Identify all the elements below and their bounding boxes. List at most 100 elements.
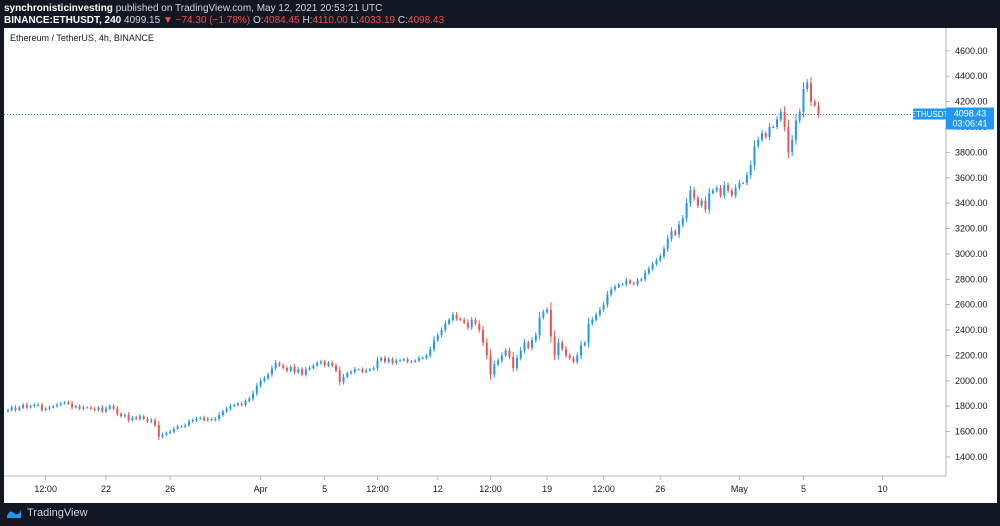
candle-body [617, 284, 620, 287]
candle-body [218, 415, 221, 419]
candle-body [708, 192, 711, 210]
candle-body [308, 368, 311, 370]
candle-body [372, 368, 375, 370]
tradingview-logo[interactable]: TradingView [6, 507, 88, 519]
candle-body [289, 366, 292, 371]
candle-body [429, 349, 432, 356]
candle-body [794, 120, 797, 140]
candle-body [233, 404, 236, 407]
candle-body [406, 359, 409, 362]
y-tick-label: 1800.00 [955, 401, 988, 411]
candle-body [18, 407, 21, 411]
candle-body [25, 404, 28, 408]
x-tick-label: 12:00 [366, 484, 389, 494]
candle-body [56, 404, 59, 407]
candle-body [515, 357, 518, 369]
candle-body [252, 393, 255, 399]
candle-body [606, 294, 609, 305]
candle-body [749, 165, 752, 176]
candle-body [666, 238, 669, 249]
candle-body [263, 378, 266, 381]
candle-body [116, 408, 119, 414]
candle-body [146, 418, 149, 422]
candle-body [776, 119, 779, 127]
candle-body [625, 280, 628, 285]
candle-body [274, 363, 277, 369]
candlestick-chart[interactable]: 4600.004400.004200.004000.003800.003600.… [4, 28, 997, 503]
y-tick-label: 2000.00 [955, 376, 988, 386]
y-tick-label: 4400.00 [955, 71, 988, 81]
candle-body [395, 360, 398, 364]
candle-body [655, 260, 658, 265]
candle-body [82, 407, 85, 409]
candle-body [576, 355, 579, 362]
candle-body [342, 377, 345, 383]
candle-body [172, 429, 175, 432]
candle-body [474, 319, 477, 324]
candle-body [761, 133, 763, 140]
candle-body [89, 407, 92, 409]
countdown-tag: 03:06:41 [952, 118, 987, 128]
candle-body [745, 175, 748, 183]
y-tick-label: 3800.00 [955, 147, 988, 157]
candle-body [659, 256, 662, 261]
candle-body [48, 407, 51, 409]
candle-body [613, 286, 616, 290]
candle-body [297, 369, 300, 372]
candle-body [463, 319, 466, 323]
y-tick-label: 4600.00 [955, 46, 988, 56]
close-value: 4098.43 [407, 15, 445, 26]
candle-body [500, 355, 503, 361]
candle-body [270, 368, 273, 375]
candle-body [248, 398, 251, 402]
candle-body [37, 404, 40, 406]
y-tick-label: 3400.00 [955, 198, 988, 208]
tradingview-icon [7, 510, 21, 518]
candle-body [681, 218, 684, 225]
candle-body [203, 417, 206, 421]
x-tick-label: 12:00 [34, 484, 57, 494]
candle-body [316, 363, 319, 366]
candle-body [421, 357, 424, 359]
symbol-tag-bg [913, 108, 946, 120]
candle-body [810, 82, 813, 102]
candle-body [319, 361, 322, 364]
candle-body [598, 309, 601, 315]
candle-body [78, 406, 81, 409]
candle-body [184, 425, 187, 427]
candle-body [331, 363, 334, 366]
candle-body [629, 280, 632, 284]
candle-body [448, 319, 451, 324]
symbol-tag: ETHUSDT [911, 110, 949, 119]
candle-body [417, 357, 420, 361]
candle-body [459, 318, 462, 320]
candle-body [123, 415, 126, 417]
candle-body [29, 406, 32, 408]
candle-body [534, 335, 537, 341]
x-tick-label: 26 [165, 484, 175, 494]
candle-body [753, 146, 756, 166]
candle-body [553, 336, 556, 356]
candle-body [225, 408, 228, 412]
candle-body [150, 420, 153, 422]
candle-body [693, 190, 696, 199]
candle-body [779, 111, 782, 120]
candle-body [485, 342, 488, 356]
low-label: L: [350, 15, 359, 26]
chart-area[interactable]: 4600.004400.004200.004000.003800.003600.… [4, 28, 997, 503]
candle-body [549, 309, 552, 337]
candle-body [512, 356, 515, 369]
candle-body [353, 369, 356, 372]
candle-body [561, 342, 564, 350]
candle-body [715, 187, 718, 191]
candle-body [71, 403, 74, 408]
candle-body [267, 374, 270, 379]
candle-body [711, 190, 714, 193]
candle-body [497, 360, 500, 365]
candle-body [67, 402, 70, 404]
publisher-name[interactable]: synchronisticinvesting [4, 3, 113, 14]
candle-body [466, 322, 469, 328]
candle-body [10, 407, 13, 411]
candle-body [587, 323, 590, 343]
candle-body [482, 330, 485, 343]
